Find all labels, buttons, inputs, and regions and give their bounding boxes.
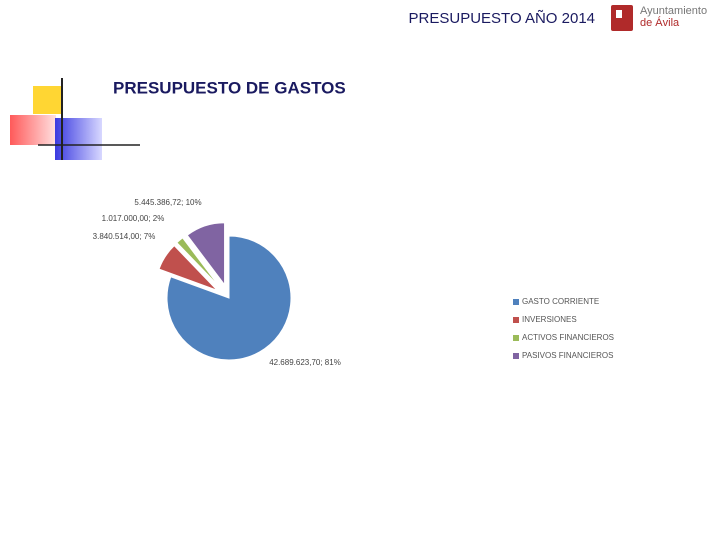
pie-slice xyxy=(186,222,226,287)
legend-swatch xyxy=(513,353,519,359)
deco-square xyxy=(33,86,61,114)
legend-label: PASIVOS FINANCIEROS xyxy=(522,351,613,360)
logo-icon xyxy=(616,10,622,18)
deco-square xyxy=(10,115,56,145)
data-label: 3.840.514,00; 7% xyxy=(93,232,156,241)
legend-swatch xyxy=(513,317,519,323)
logo-text: de Ávila xyxy=(640,16,680,29)
logo-text: Ayuntamiento xyxy=(640,5,707,17)
data-label: 42.689.623,70; 81% xyxy=(269,358,341,367)
data-label: 5.445.386,72; 10% xyxy=(134,198,201,207)
data-label: 1.017.000,00; 2% xyxy=(102,214,165,223)
legend-swatch xyxy=(513,299,519,305)
legend-swatch xyxy=(513,335,519,341)
legend-label: GASTO CORRIENTE xyxy=(522,297,599,306)
pie-slice xyxy=(166,235,292,361)
legend-label: ACTIVOS FINANCIEROS xyxy=(522,333,614,342)
pie-slice xyxy=(158,244,218,291)
pie-slice xyxy=(176,237,221,288)
chart-title: PRESUPUESTO DE GASTOS xyxy=(113,78,346,97)
header-title: PRESUPUESTO AÑO 2014 xyxy=(409,10,595,27)
legend-label: INVERSIONES xyxy=(522,315,577,324)
